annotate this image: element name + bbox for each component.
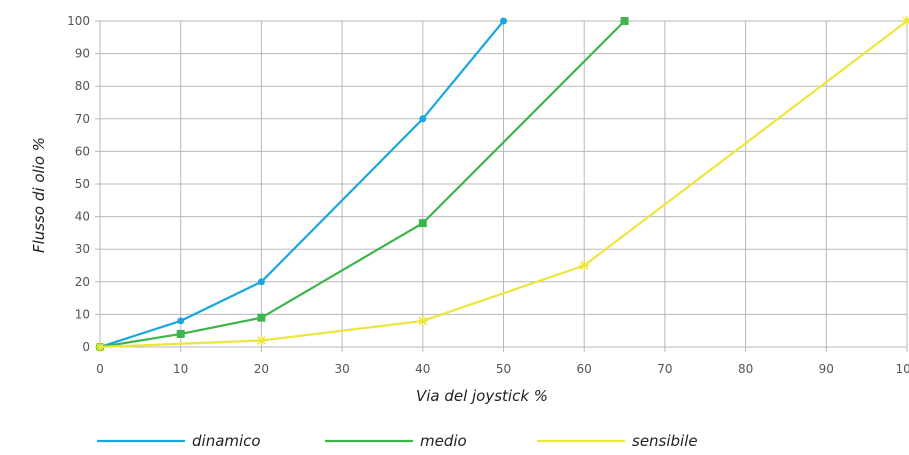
y-tick-label: 40 (75, 210, 90, 224)
data-point (177, 317, 185, 325)
data-point (95, 342, 105, 352)
series-dinamico (96, 17, 507, 351)
data-point (418, 219, 427, 228)
legend-label: sensibile (632, 432, 698, 450)
x-tick-label: 10 (173, 362, 188, 376)
data-point (257, 313, 266, 322)
data-point (417, 315, 428, 326)
x-tick-label: 100 (896, 362, 909, 376)
legend-label: dinamico (192, 432, 261, 450)
data-point (579, 260, 590, 271)
x-tick-label: 20 (254, 362, 269, 376)
y-tick-label: 100 (67, 14, 90, 28)
data-point (419, 115, 427, 123)
y-tick-label: 80 (75, 79, 90, 93)
data-point (256, 335, 267, 346)
data-point (500, 17, 507, 25)
x-tick-label: 30 (334, 362, 349, 376)
x-axis-ticks: 0 10 20 30 40 50 60 70 80 90 100 (96, 362, 909, 376)
y-axis-title: Flusso di olio % (30, 137, 48, 253)
gridlines (95, 20, 908, 352)
legend-item: dinamico (97, 432, 261, 450)
y-tick-label: 30 (75, 242, 90, 256)
y-tick-label: 10 (75, 307, 90, 321)
x-tick-label: 50 (496, 362, 511, 376)
x-tick-label: 80 (738, 362, 753, 376)
x-tick-label: 60 (577, 362, 592, 376)
x-axis-title: Via del joystick % (416, 387, 548, 405)
data-point (257, 278, 265, 286)
legend-item: sensibile (537, 432, 698, 450)
y-axis-ticks: 0 10 20 30 40 50 60 70 80 90 100 (67, 14, 90, 354)
data-point (176, 329, 185, 338)
y-tick-label: 60 (75, 144, 90, 158)
series-sensibile (95, 16, 909, 352)
data-point (902, 16, 909, 26)
legend: dinamico medio sensibile (97, 432, 698, 450)
legend-item: medio (325, 432, 467, 450)
x-tick-label: 70 (657, 362, 672, 376)
data-point (620, 17, 629, 25)
y-tick-label: 0 (82, 340, 90, 354)
series-lines (95, 16, 909, 352)
legend-label: medio (420, 432, 467, 450)
x-tick-label: 40 (415, 362, 430, 376)
x-tick-label: 90 (819, 362, 834, 376)
y-tick-label: 90 (75, 47, 90, 61)
y-tick-label: 70 (75, 112, 90, 126)
y-tick-label: 20 (75, 275, 90, 289)
x-tick-label: 0 (96, 362, 104, 376)
y-tick-label: 50 (75, 177, 90, 191)
